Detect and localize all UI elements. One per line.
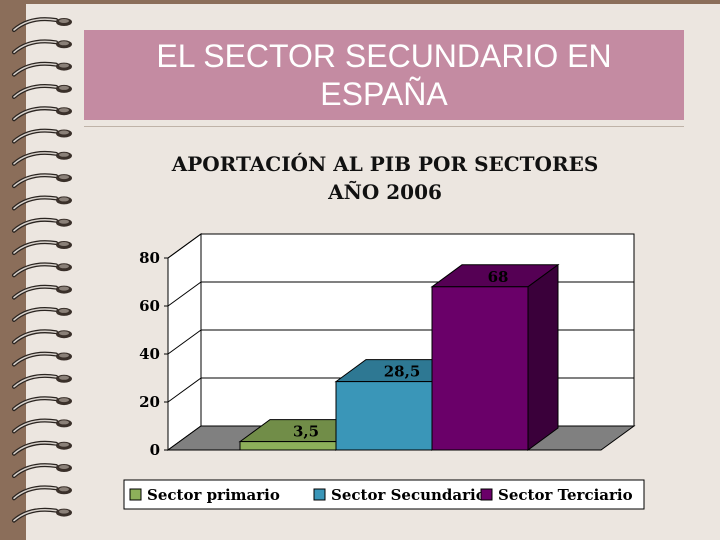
gridline	[167, 233, 202, 259]
legend-box	[123, 479, 645, 510]
bar-front	[431, 286, 529, 451]
y-tick-label: 60	[139, 297, 160, 315]
bar-front	[239, 441, 337, 451]
spiral-ring	[12, 329, 72, 345]
spiral-ring	[12, 351, 72, 367]
legend-swatch	[480, 488, 493, 501]
spiral-ring	[12, 485, 72, 501]
legend-swatch	[313, 488, 326, 501]
spiral-ring	[12, 373, 72, 389]
data-label: 68	[488, 268, 509, 286]
gridline	[167, 329, 202, 355]
spiral-ring	[12, 418, 72, 434]
spiral-ring	[12, 440, 72, 456]
legend-label: Sector primario	[147, 486, 280, 504]
spiral-ring	[12, 61, 72, 77]
data-label: 3,5	[293, 423, 319, 441]
legend-item: Sector primario	[129, 486, 280, 504]
legend-label: Sector Terciario	[498, 486, 633, 504]
legend-swatch	[129, 488, 142, 501]
gridline	[167, 377, 202, 403]
bar-side	[527, 263, 559, 451]
slide-title: EL SECTOR SECUNDARIO EN ESPAÑA	[156, 38, 612, 112]
spiral-ring	[12, 217, 72, 233]
legend-item: Sector Secundario	[313, 486, 486, 504]
title-divider	[84, 126, 684, 127]
spiral-ring	[12, 150, 72, 166]
spiral-ring	[12, 284, 72, 300]
data-label: 28,5	[384, 363, 421, 381]
y-tick-label: 20	[139, 393, 160, 411]
spiral-ring	[12, 396, 72, 412]
slide-title-box: EL SECTOR SECUNDARIO EN ESPAÑA	[84, 30, 684, 120]
spiral-ring	[12, 84, 72, 99]
spiral-ring	[12, 39, 72, 55]
legend-label: Sector Secundario	[331, 486, 486, 504]
spiral-ring	[12, 106, 72, 122]
spiral-ring	[12, 240, 72, 255]
bar-3	[430, 263, 560, 451]
y-tick-label: 0	[150, 441, 160, 459]
legend-item: Sector Terciario	[480, 486, 633, 504]
spiral-ring	[12, 262, 72, 278]
spiral-ring	[12, 195, 72, 211]
spiral-ring	[12, 463, 72, 478]
y-tick-label: 80	[139, 249, 160, 267]
bar-front	[335, 381, 433, 451]
chart-title: APORTACIÓN AL PIB POR SECTORES AÑO 2006	[171, 152, 599, 204]
gridline	[167, 281, 202, 307]
spiral-ring	[12, 507, 72, 523]
spiral-binding-decoration	[12, 17, 72, 523]
spiral-ring	[12, 173, 72, 189]
spiral-ring	[12, 17, 72, 32]
y-tick-label: 40	[139, 345, 160, 363]
spiral-ring	[12, 128, 72, 144]
spiral-ring	[12, 307, 72, 322]
